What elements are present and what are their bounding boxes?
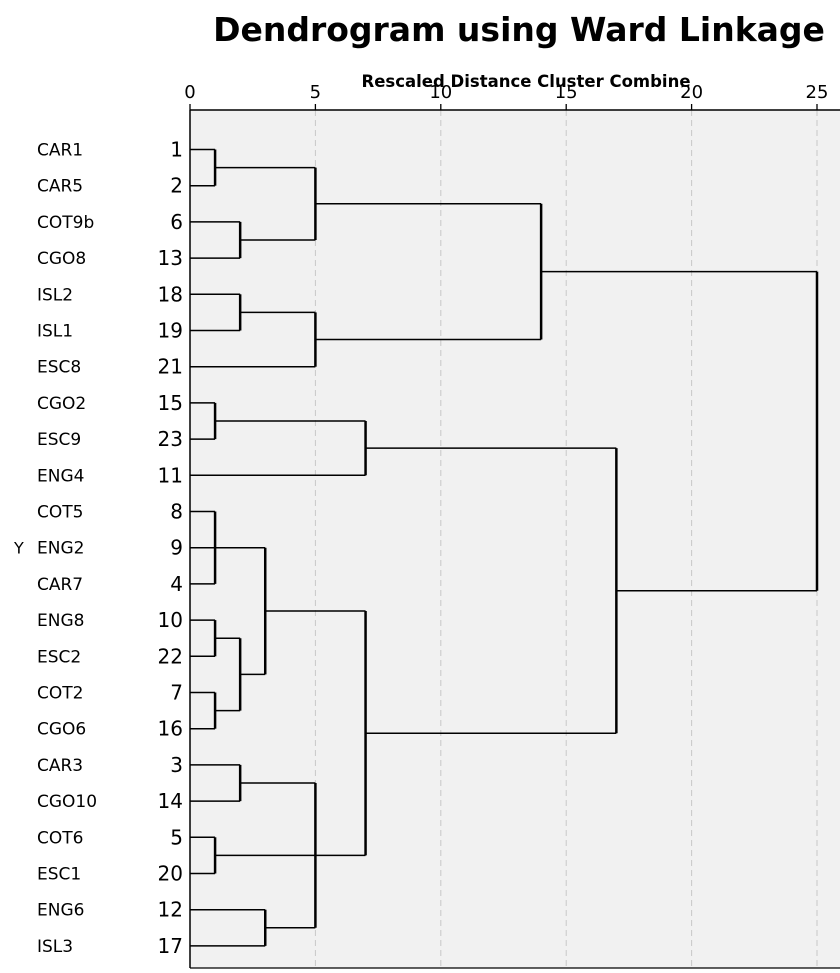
leaf-label: COT6 <box>37 828 83 848</box>
x-axis-title: Rescaled Distance Cluster Combine <box>361 72 690 91</box>
leaf-label: CGO10 <box>37 792 97 812</box>
leaf-case-number: 18 <box>158 282 183 306</box>
leaf-case-number: 4 <box>170 572 183 596</box>
x-tick-label: 0 <box>184 82 195 103</box>
leaf-case-number: 19 <box>158 319 183 343</box>
leaf-case-number: 10 <box>158 608 183 632</box>
leaf-label: ESC8 <box>37 358 81 378</box>
leaf-label: ENG6 <box>37 901 84 921</box>
leaf-case-number: 3 <box>170 753 183 777</box>
leaf-case-number: 6 <box>170 210 183 234</box>
leaf-case-number: 20 <box>158 862 183 886</box>
leaf-case-number: 23 <box>158 427 183 451</box>
leaf-label: ESC9 <box>37 430 81 450</box>
leaf-label: CAR5 <box>37 177 83 197</box>
x-tick-label: 5 <box>310 82 321 103</box>
leaf-label: CGO2 <box>37 394 86 414</box>
y-axis-label: Y <box>13 539 24 558</box>
x-tick-label: 25 <box>806 82 829 103</box>
leaf-case-number: 9 <box>170 536 183 560</box>
leaf-case-number: 1 <box>170 138 183 162</box>
leaf-label: ENG8 <box>37 611 84 631</box>
leaf-label: ENG2 <box>37 539 84 559</box>
leaf-case-number: 11 <box>158 463 183 487</box>
leaf-case-number: 21 <box>158 355 183 379</box>
leaf-label: ISL2 <box>37 285 73 305</box>
leaf-label: ESC2 <box>37 647 81 667</box>
leaf-case-number: 13 <box>158 246 183 270</box>
leaf-case-number: 5 <box>170 825 183 849</box>
leaf-label: CAR1 <box>37 141 83 161</box>
leaf-label: CAR3 <box>37 756 83 776</box>
plot-area <box>190 110 840 968</box>
leaf-case-number: 17 <box>158 934 183 958</box>
leaf-label: CAR7 <box>37 575 83 595</box>
leaf-label: CGO8 <box>37 249 86 269</box>
leaf-case-number: 7 <box>170 681 183 705</box>
leaf-case-number: 16 <box>158 717 183 741</box>
leaf-label: CGO6 <box>37 720 86 740</box>
leaf-case-number: 15 <box>158 391 183 415</box>
leaf-case-number: 8 <box>170 500 183 524</box>
x-tick-label: 20 <box>680 82 703 103</box>
leaf-label: COT9b <box>37 213 94 233</box>
x-tick-label: 10 <box>429 82 452 103</box>
dendrogram-links <box>190 148 819 947</box>
leaf-case-number: 2 <box>170 174 183 198</box>
leaf-case-number: 22 <box>158 644 183 668</box>
leaf-label: ISL1 <box>37 322 73 342</box>
leaf-label: ENG4 <box>37 466 84 486</box>
leaf-label: COT5 <box>37 503 83 523</box>
x-axis: 0 5 10 15 20 25 <box>184 82 840 969</box>
chart-title: Dendrogram using Ward Linkage <box>213 10 825 49</box>
leaf-label: ISL3 <box>37 937 73 957</box>
leaf-label: COT2 <box>37 684 83 704</box>
leaf-case-number: 12 <box>158 898 183 922</box>
leaf-labels: CAR1 1 CAR5 2 COT9b 6 CGO8 13 ISL2 18 ISL1 19 ESC8 21… <box>37 138 183 958</box>
leaf-case-number: 14 <box>158 789 183 813</box>
x-tick-label: 15 <box>555 82 578 103</box>
leaf-label: ESC1 <box>37 865 81 885</box>
